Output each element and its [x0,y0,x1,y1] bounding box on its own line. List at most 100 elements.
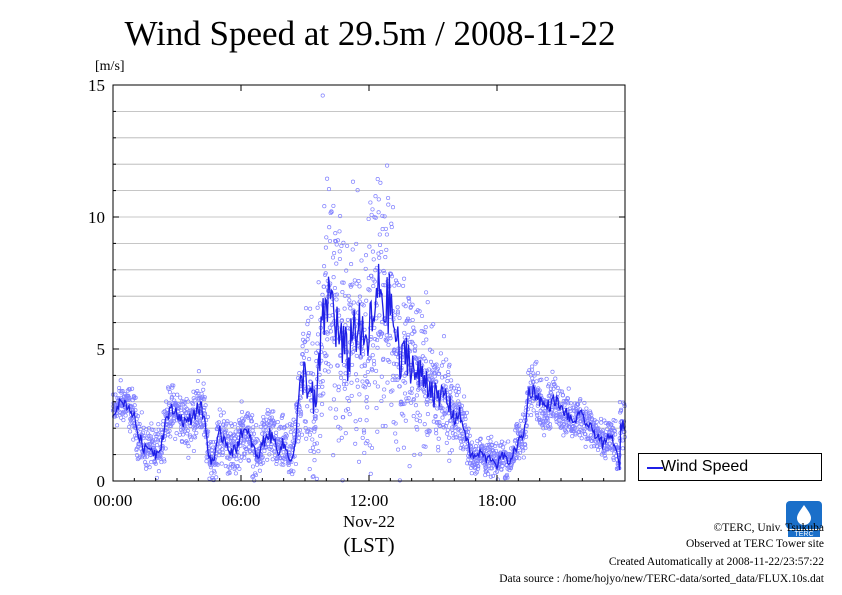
data-point [432,374,437,379]
data-point [370,207,375,212]
data-point [178,405,183,410]
data-point [577,398,582,403]
credit-copyright: ©TERC, Univ. Tsukuba [713,522,824,534]
data-point [444,357,449,362]
data-point [353,372,359,377]
data-point [525,407,530,412]
data-point [559,389,565,394]
data-point [455,383,460,388]
data-point [271,409,276,414]
data-point [350,350,355,355]
data-point [372,362,377,367]
data-point [334,292,339,297]
data-point [143,460,148,465]
data-point [463,422,468,428]
data-point [370,353,375,358]
data-point [406,332,411,337]
data-point [229,423,234,428]
data-point [579,422,584,427]
data-point [318,380,323,385]
data-point [195,389,200,394]
data-point [267,423,272,428]
data-point [515,426,520,431]
data-point [611,457,616,462]
data-point [532,373,537,378]
data-point [561,433,566,438]
data-point [239,399,244,404]
data-point [301,355,307,360]
data-point [401,413,406,418]
data-point [298,409,303,414]
data-point [534,379,539,384]
data-point [368,200,373,205]
data-point [373,337,378,342]
data-point [312,449,317,455]
data-point [365,369,370,375]
data-point [211,478,216,483]
data-point [238,458,243,463]
data-point [326,362,331,367]
data-points [110,93,627,483]
data-point [414,417,419,422]
data-point [330,255,336,260]
data-point [546,384,551,389]
data-point [335,363,340,368]
data-point [473,471,478,476]
data-point [558,389,563,394]
data-point [518,418,523,423]
data-point [534,359,539,364]
data-point [428,399,433,404]
data-point [412,452,417,457]
data-point [355,188,360,193]
data-point [411,341,416,346]
data-point [195,393,200,398]
data-point [548,425,553,430]
data-point [411,396,416,402]
data-point [567,424,572,429]
data-point [324,235,329,240]
data-point [579,436,584,441]
data-point [352,278,357,283]
data-point [384,333,389,338]
data-point [445,431,450,436]
data-point [224,421,229,426]
data-point [439,363,444,368]
data-point [117,409,122,414]
data-point [404,396,409,401]
data-point [186,455,191,460]
data-point [468,465,474,471]
data-point [278,455,283,460]
data-point [412,329,417,334]
data-point [548,386,554,391]
data-point [325,337,330,342]
data-point [485,468,490,473]
data-point [317,393,322,398]
data-point [346,326,351,331]
data-point [185,428,190,433]
data-point [261,414,266,420]
data-point [350,179,356,184]
data-point [390,377,395,382]
data-point [551,380,556,385]
data-point [342,306,347,311]
legend: Wind Speed [638,453,822,481]
data-point [306,318,311,323]
data-point [380,331,385,336]
data-point [217,407,222,412]
credit-source: Data source : /home/hojyo/new/TERC-data/… [499,573,824,585]
data-point [285,423,290,428]
data-point [456,386,462,392]
data-point [545,415,550,420]
data-point [225,419,230,424]
data-point [337,249,342,254]
data-point [375,338,380,343]
data-point [404,370,409,375]
data-point [220,447,225,452]
data-point [428,359,434,364]
data-point [410,386,415,391]
data-point [374,406,379,411]
data-point [486,472,491,477]
data-point [336,438,341,443]
data-point [325,176,330,181]
data-point [348,306,353,311]
